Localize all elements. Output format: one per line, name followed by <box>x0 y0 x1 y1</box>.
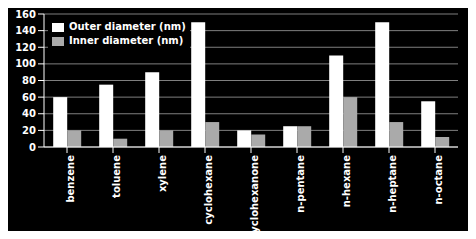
svg-text:100: 100 <box>15 58 36 69</box>
html-text:Inner diameter (nm): Inner diameter (nm) <box>69 35 184 46</box>
svg-text:60: 60 <box>22 92 36 103</box>
svg-text:n-hexane: n-hexane <box>341 155 352 207</box>
svg-text:cyclohexane: cyclohexane <box>203 155 214 225</box>
svg-text:80: 80 <box>22 75 36 86</box>
svg-text:20: 20 <box>22 125 36 136</box>
svg-text:cyclohexanone: cyclohexanone <box>249 155 260 231</box>
svg-text:toluene: toluene <box>111 155 122 198</box>
svg-text:n-pentane: n-pentane <box>295 155 306 213</box>
svg-text:xylene: xylene <box>157 155 168 192</box>
svg-text:140: 140 <box>15 25 36 36</box>
svg-text:n-octane: n-octane <box>433 155 444 205</box>
svg-text:120: 120 <box>15 42 36 53</box>
html-text:Outer diameter (nm): Outer diameter (nm) <box>69 21 186 32</box>
svg-text:0: 0 <box>29 142 36 153</box>
svg-text:n-heptane: n-heptane <box>387 155 398 213</box>
svg-text:benzene: benzene <box>65 155 76 203</box>
svg-text:40: 40 <box>22 108 36 119</box>
svg-text:160: 160 <box>15 9 36 20</box>
